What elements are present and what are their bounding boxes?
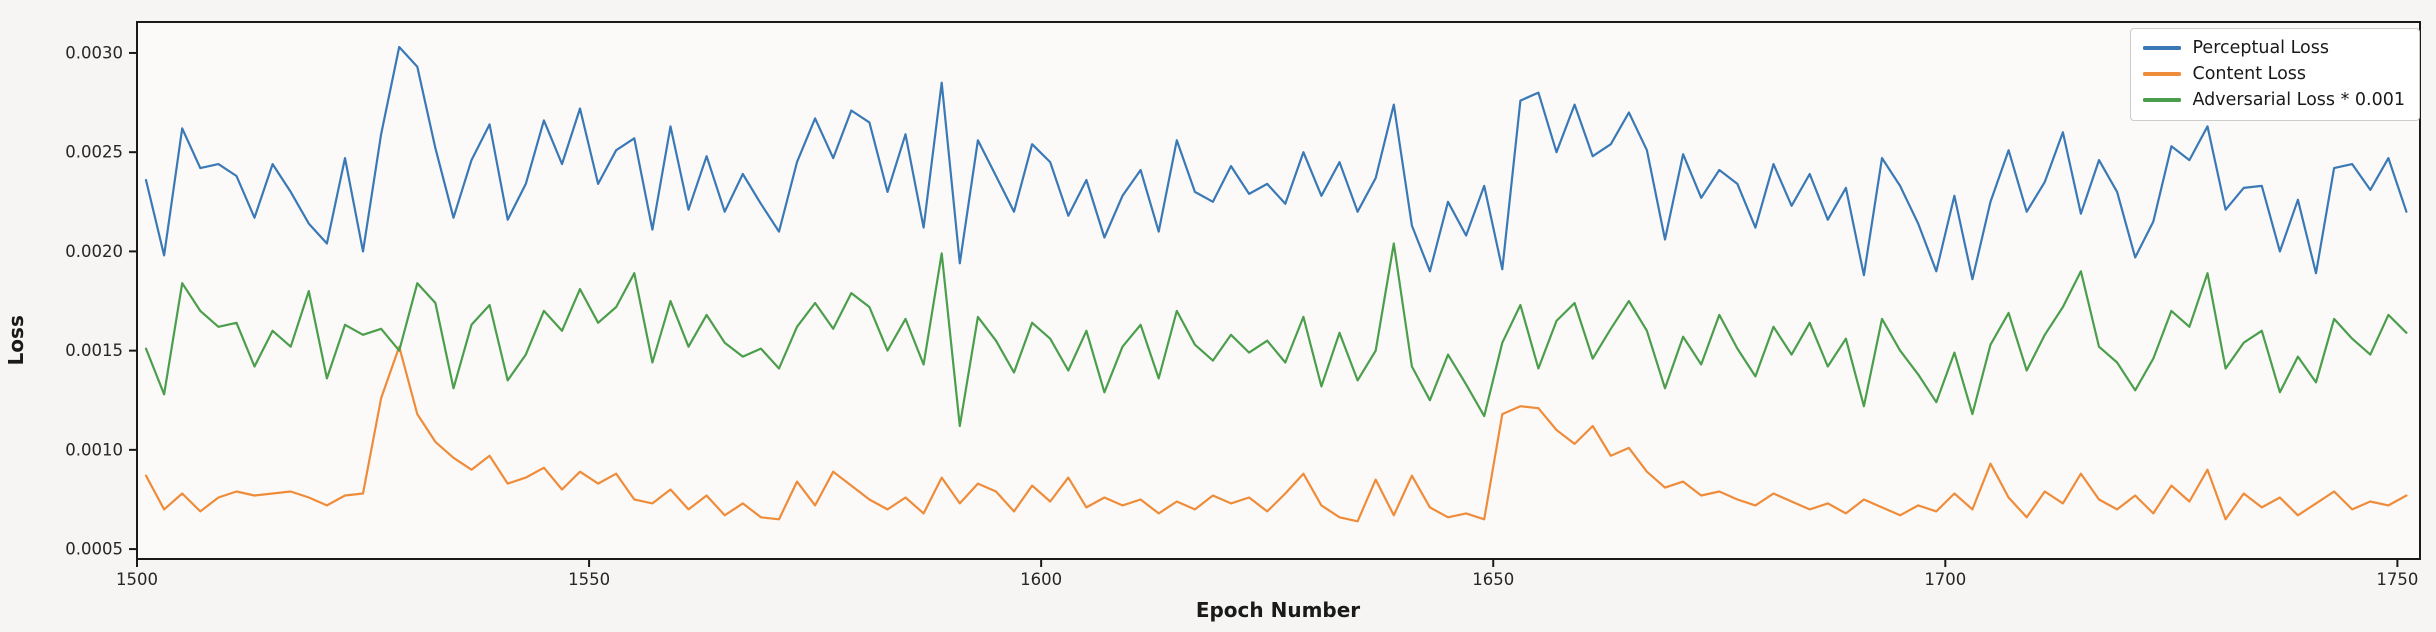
legend-line-icon-adversarial-loss-0-001 — [2142, 98, 2181, 102]
x-tick-label: 1500 — [116, 570, 158, 589]
series-line-adversarial-loss-0-001 — [144, 242, 2408, 428]
y-axis-label: Loss — [4, 315, 28, 366]
legend-label-content-loss: Content Loss — [2192, 64, 2307, 84]
legend-label-perceptual-loss: Perceptual Loss — [2192, 38, 2330, 58]
x-tick-label: 1650 — [1472, 570, 1514, 589]
legend: Perceptual Loss Content Loss Adversarial L… — [2129, 28, 2420, 121]
x-tick-label: 1600 — [1020, 570, 1062, 589]
plot-background — [137, 22, 2420, 559]
axes-spines — [136, 21, 2421, 560]
y-tick-label: 0.0015 — [65, 341, 123, 360]
x-tick-label: 1550 — [568, 570, 610, 589]
x-axis-label: Epoch Number — [1195, 598, 1361, 622]
y-tick-label: 0.0030 — [65, 43, 123, 62]
x-tick-label: 1750 — [2376, 570, 2418, 589]
legend-line-icon-content-loss — [2142, 72, 2181, 76]
x-tick-label: 1700 — [1924, 570, 1966, 589]
legend-item-perceptual-loss: Perceptual Loss — [2142, 38, 2406, 58]
y-tick-label: 0.0010 — [65, 440, 123, 459]
legend-item-adversarial-loss-0-001: Adversarial Loss * 0.001 — [2142, 90, 2406, 110]
legend-item-content-loss: Content Loss — [2142, 64, 2406, 84]
legend-line-icon-perceptual-loss — [2142, 46, 2181, 50]
series-line-perceptual-loss — [144, 45, 2408, 281]
y-tick-label: 0.0020 — [65, 242, 123, 261]
y-tick-label: 0.0005 — [65, 540, 123, 559]
y-tick-label: 0.0025 — [65, 143, 123, 162]
legend-label-adversarial-loss-0-001: Adversarial Loss * 0.001 — [2192, 90, 2406, 110]
series-line-content-loss — [144, 345, 2408, 523]
